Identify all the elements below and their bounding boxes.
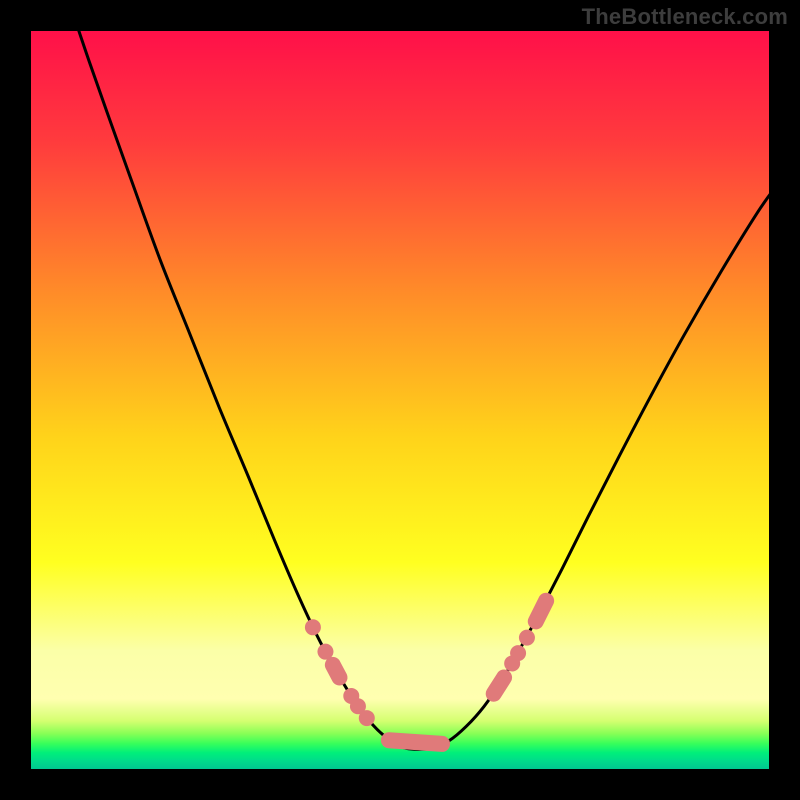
bottleneck-curve [68, 0, 776, 749]
marker-pill [389, 740, 442, 744]
marker-circle [519, 630, 535, 646]
marker-pill [333, 665, 340, 678]
marker-circle [510, 645, 526, 661]
marker-pill [494, 677, 504, 693]
curve-layer [68, 0, 776, 749]
chart-svg [0, 0, 800, 800]
stage: TheBottleneck.com [0, 0, 800, 800]
marker-circle [359, 710, 375, 726]
marker-layer [305, 601, 546, 744]
marker-pill [536, 601, 546, 622]
marker-circle [305, 619, 321, 635]
